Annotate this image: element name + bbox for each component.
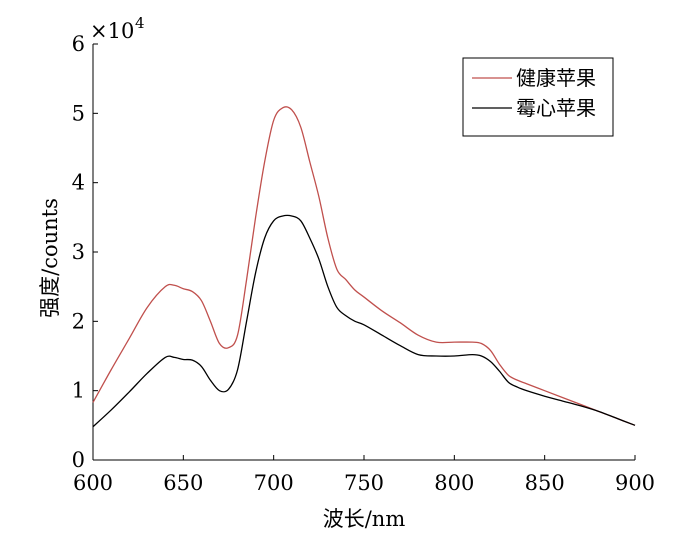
series-line-1	[92, 214, 636, 428]
x-tick-label: 650	[163, 471, 203, 495]
y-tick-label: 6	[72, 32, 85, 56]
x-tick-label: 600	[73, 471, 113, 495]
x-tick-label: 750	[344, 471, 384, 495]
x-tick-label: 800	[434, 471, 474, 495]
y-tick-label: 3	[72, 240, 85, 264]
series-lines	[92, 106, 636, 428]
y-tick-label: 4	[72, 171, 85, 195]
x-tick-label: 850	[525, 471, 565, 495]
series-line-0	[92, 106, 636, 426]
legend-label-0: 健康苹果	[516, 66, 596, 90]
y-tick-label: 1	[72, 379, 85, 403]
y-exponent-label: ×10	[90, 19, 134, 43]
x-tick-label: 700	[254, 471, 294, 495]
legend-label-1: 霉心苹果	[516, 96, 596, 120]
legend-box	[462, 57, 614, 137]
y-tick-label: 0	[72, 448, 85, 472]
y-axis-title: 强度/counts	[38, 198, 62, 318]
x-axis-title: 波长/nm	[323, 507, 406, 531]
y-exponent-power: 4	[135, 14, 145, 32]
y-tick-label: 5	[72, 101, 85, 125]
y-tick-label: 2	[72, 309, 85, 333]
x-tick-label: 900	[615, 471, 655, 495]
